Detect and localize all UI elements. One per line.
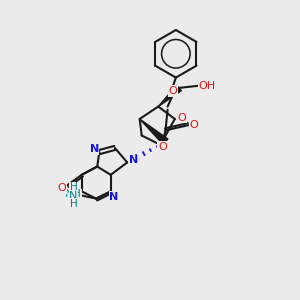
Text: O: O: [178, 113, 186, 123]
Polygon shape: [140, 119, 168, 144]
Text: OH: OH: [198, 81, 215, 91]
Text: O: O: [158, 142, 167, 152]
Text: NH: NH: [65, 190, 82, 200]
Text: N: N: [89, 144, 99, 154]
Text: H: H: [70, 182, 77, 192]
Text: N: N: [109, 192, 119, 202]
Text: O: O: [58, 183, 66, 193]
Text: O: O: [189, 120, 198, 130]
Text: N: N: [129, 155, 138, 165]
Text: O: O: [168, 86, 177, 96]
Text: H: H: [70, 199, 77, 209]
Text: N: N: [69, 190, 78, 200]
Polygon shape: [158, 85, 182, 106]
